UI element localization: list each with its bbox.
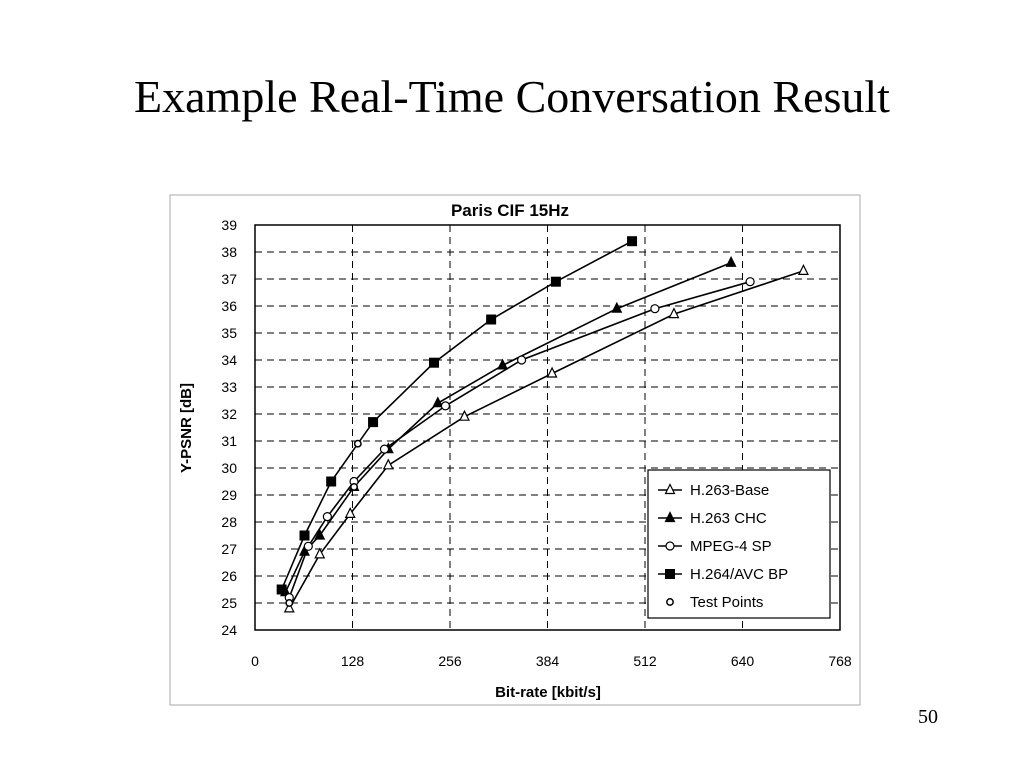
y-tick-label: 29 [221, 487, 237, 503]
data-point-test [285, 599, 294, 607]
x-tick-label: 128 [341, 653, 365, 669]
y-tick-label: 39 [221, 217, 237, 233]
y-tick-label: 35 [221, 325, 237, 341]
data-point-square [627, 236, 638, 247]
series-test-points [285, 439, 362, 607]
legend-label: Test Points [690, 594, 763, 611]
data-point-circle [745, 277, 755, 287]
data-point-square [368, 417, 379, 428]
data-point-triangle [664, 511, 676, 523]
legend-label: H.263-Base [690, 482, 769, 499]
data-point-triangle [797, 264, 809, 275]
data-point-test [666, 598, 674, 606]
data-point-circle [665, 541, 675, 551]
y-tick-label: 26 [221, 568, 237, 584]
x-tick-label: 384 [536, 653, 560, 669]
series-line [280, 240, 633, 590]
data-point-triangle [283, 601, 295, 613]
chart-title: Paris CIF 15Hz [451, 201, 569, 220]
plot-area-border [254, 224, 841, 631]
data-point-test [350, 482, 358, 491]
data-point-circle [379, 444, 390, 454]
y-tick-label: 34 [221, 352, 237, 368]
data-point-triangle [344, 507, 356, 519]
slide-title: Example Real-Time Conversation Result [134, 71, 890, 122]
x-tick-labels: 0 128 256 384 512 640 768 [251, 653, 852, 669]
data-point-test [353, 439, 362, 448]
data-point-triangle [611, 301, 623, 313]
data-point-triangle [314, 528, 326, 540]
x-tick-label: 640 [731, 653, 755, 669]
y-axis-label: Y-PSNR [dB] [178, 383, 195, 473]
y-tick-label: 24 [221, 622, 237, 638]
data-point-square [550, 276, 561, 287]
legend-label: H.263 CHC [690, 510, 767, 527]
data-point-triangle [459, 409, 470, 421]
y-tick-label: 27 [221, 541, 237, 557]
series-h-263-base [283, 264, 809, 613]
data-point-triangle [725, 255, 737, 267]
data-point-square [299, 530, 310, 541]
data-point-triangle [314, 547, 326, 559]
data-point-triangle [664, 483, 676, 495]
x-axis-label: Bit-rate [kbit/s] [495, 684, 601, 701]
x-tick-label: 0 [251, 653, 259, 669]
x-tick-label: 256 [438, 653, 462, 669]
data-point-square [326, 476, 337, 487]
y-tick-label: 28 [221, 514, 237, 530]
legend: H.263-Base H.263 CHC MPEG-4 SP H.264/AVC BP… [647, 469, 831, 619]
data-point-square [665, 569, 675, 579]
legend-label: H.264/AVC BP [690, 566, 788, 583]
y-tick-label: 37 [221, 271, 237, 287]
data-point-circle [322, 511, 332, 522]
y-tick-label: 30 [221, 460, 237, 476]
page-number: 50 [918, 706, 938, 728]
y-tick-label: 38 [221, 244, 237, 260]
y-tick-label: 36 [221, 298, 237, 314]
data-point-triangle [382, 458, 394, 470]
y-tick-label: 32 [221, 406, 237, 422]
data-point-square [486, 314, 497, 325]
legend-label: MPEG-4 SP [690, 538, 772, 555]
x-tick-label: 512 [633, 653, 657, 669]
y-tick-label: 31 [221, 433, 237, 449]
data-point-circle [650, 304, 660, 314]
data-series [276, 236, 809, 613]
data-point-circle [440, 401, 451, 411]
y-tick-label: 33 [221, 379, 237, 395]
data-point-triangle [432, 396, 444, 408]
data-point-circle [303, 541, 313, 551]
series-h-264-avc-bp [276, 236, 638, 595]
chart-frame [169, 194, 861, 706]
data-point-circle [517, 355, 527, 365]
data-point-triangle [668, 307, 680, 319]
legend-box [647, 469, 831, 619]
data-point-square [429, 357, 440, 368]
y-tick-label: 25 [221, 595, 237, 611]
series-line [288, 270, 804, 609]
data-point-square [276, 584, 287, 595]
y-tick-labels: 24 25 26 27 28 29 30 31 32 33 34 35 36 37 38 39 [221, 217, 237, 638]
data-point-triangle [546, 366, 558, 378]
data-point-triangle [497, 358, 509, 370]
x-tick-label: 768 [828, 653, 852, 669]
